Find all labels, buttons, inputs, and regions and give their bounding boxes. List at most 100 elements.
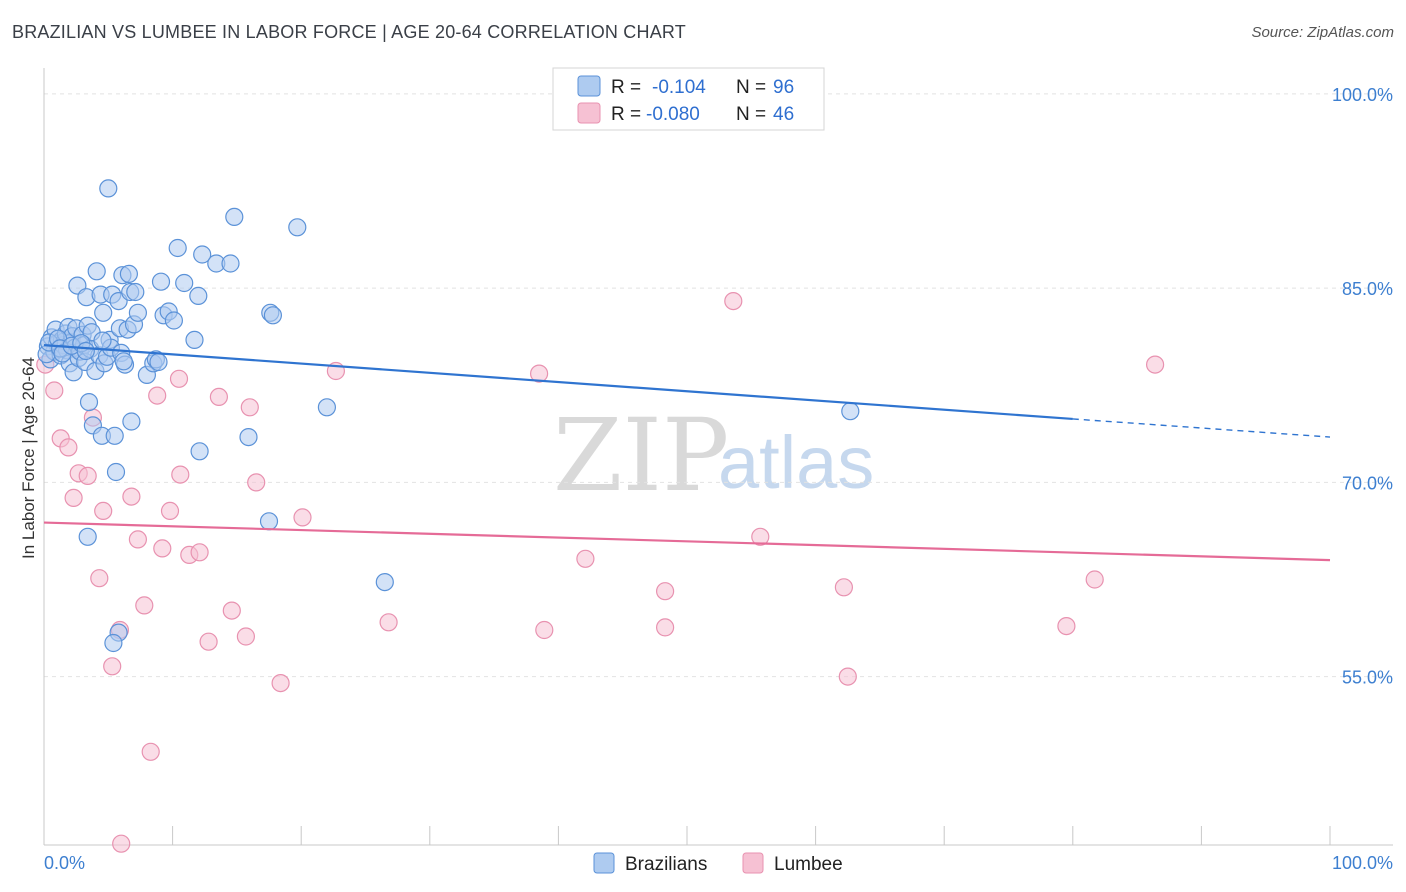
legend-n-value-2: 46 [773,104,794,125]
lumbee-point-9 [94,501,113,520]
lumbee-point-10 [103,657,122,676]
lumbee-point-39 [751,527,770,546]
brazilian-point-70 [190,442,209,461]
series-legend: Brazilians Lumbee [593,852,843,875]
brazilian-point-78 [259,512,279,531]
lumbee-point-18 [160,501,180,520]
brazilian-point-33 [87,262,106,281]
legend-bottom-lumbee: Lumbee [774,854,843,875]
brazilian-point-93 [76,341,95,361]
lumbee-point-33 [529,364,549,383]
brazilian-point-45 [106,462,126,482]
lumbee-point-3 [59,438,78,457]
brazilian-point-79 [288,218,307,237]
brazilian-point-28 [79,393,99,412]
brazilian-point-85 [78,527,97,546]
legend-r-label-2: R = [611,104,641,125]
x-tick-label-max: 100.0% [1332,853,1393,873]
brazilian-point-44 [105,426,124,445]
brazilian-point-40 [99,179,118,198]
stats-legend: R = -0.104 N = 96 R = -0.080 N = 46 [552,67,825,131]
legend-r-value-1: -0.104 [652,77,706,98]
brazilian-point-82 [841,402,860,421]
brazilian-trend-line [43,344,1073,421]
lumbee-point-24 [209,387,228,406]
brazilian-point-95 [114,352,133,371]
legend-bottom-brazilians: Brazilians [625,854,707,875]
brazilian-points [37,179,860,653]
brazilian-point-61 [149,352,168,372]
legend-bottom-swatch-lumbee [742,852,764,874]
lumbee-point-13 [122,487,141,506]
lumbee-point-36 [655,582,675,601]
brazilian-point-37 [94,303,113,322]
legend-bottom-swatch-brazilians [593,852,615,874]
lumbee-point-14 [128,530,147,549]
source-label: Source: ZipAtlas.com [1251,24,1394,41]
x-axis-ticks [43,826,1331,845]
lumbee-point-20 [171,465,190,484]
legend-swatch-lumbee [577,102,601,124]
trend-lines [43,344,1331,562]
brazilian-point-52 [119,264,138,283]
legend-n-label-2: N = [736,104,766,125]
legend-r-label-1: R = [611,77,641,98]
lumbee-point-43 [1085,570,1104,589]
lumbee-point-40 [834,578,854,597]
brazilian-point-73 [221,254,240,273]
brazilian-point-65 [168,238,187,258]
chart-title: BRAZILIAN VS LUMBEE IN LABOR FORCE | AGE… [12,22,686,42]
lumbee-trend-line [43,521,1331,562]
brazilian-point-81 [375,572,394,592]
y-tick-label-55: 55.0% [1342,668,1393,688]
lumbee-point-23 [199,632,218,651]
lumbee-point-37 [655,618,675,637]
brazilian-point-74 [225,207,244,226]
lumbee-point-28 [247,473,266,492]
lumbee-point-15 [135,596,154,615]
brazilian-point-62 [151,272,171,291]
brazilian-point-75 [239,428,258,447]
brazilian-point-66 [164,311,183,330]
y-axis-label: In Labor Force | Age 20-64 [19,357,38,559]
lumbee-point-19 [169,369,189,388]
y-tick-label-85: 85.0% [1342,279,1393,299]
lumbee-point-35 [576,549,595,568]
gridlines [44,93,1393,678]
lumbee-point-1 [45,381,64,400]
lumbee-point-44 [1145,355,1165,374]
y-tick-labels: 55.0% 70.0% 85.0% 100.0% [1332,85,1393,688]
brazilian-point-54 [122,412,141,431]
brazilian-point-56 [126,282,145,302]
lumbee-point-22 [190,543,209,562]
lumbee-points [36,292,1165,853]
brazilian-point-57 [128,303,147,322]
legend-n-label-1: N = [736,77,766,98]
legend-n-value-1: 96 [773,77,794,98]
lumbee-point-34 [535,620,554,640]
brazilian-point-94 [93,331,112,350]
lumbee-point-45 [141,742,160,761]
lumbee-point-6 [78,466,97,485]
lumbee-point-32 [379,613,398,632]
legend-r-value-2: -0.080 [646,104,700,125]
lumbee-point-25 [222,601,241,620]
lumbee-point-26 [236,627,255,646]
brazilian-point-69 [189,286,208,305]
lumbee-point-38 [724,292,743,311]
brazilian-point-84 [104,633,123,653]
lumbee-point-30 [293,508,312,527]
lumbee-point-16 [148,386,167,405]
lumbee-point-29 [271,673,290,693]
lumbee-point-8 [90,569,109,588]
y-tick-label-100: 100.0% [1332,85,1393,105]
x-tick-label-min: 0.0% [44,853,85,873]
brazilian-trend-extension [1072,418,1331,438]
brazilian-point-68 [185,330,204,349]
brazilian-point-77 [263,306,282,325]
lumbee-point-17 [153,539,172,558]
brazilian-point-71 [193,245,212,264]
lumbee-point-41 [838,667,857,686]
lumbee-point-42 [1057,616,1076,636]
